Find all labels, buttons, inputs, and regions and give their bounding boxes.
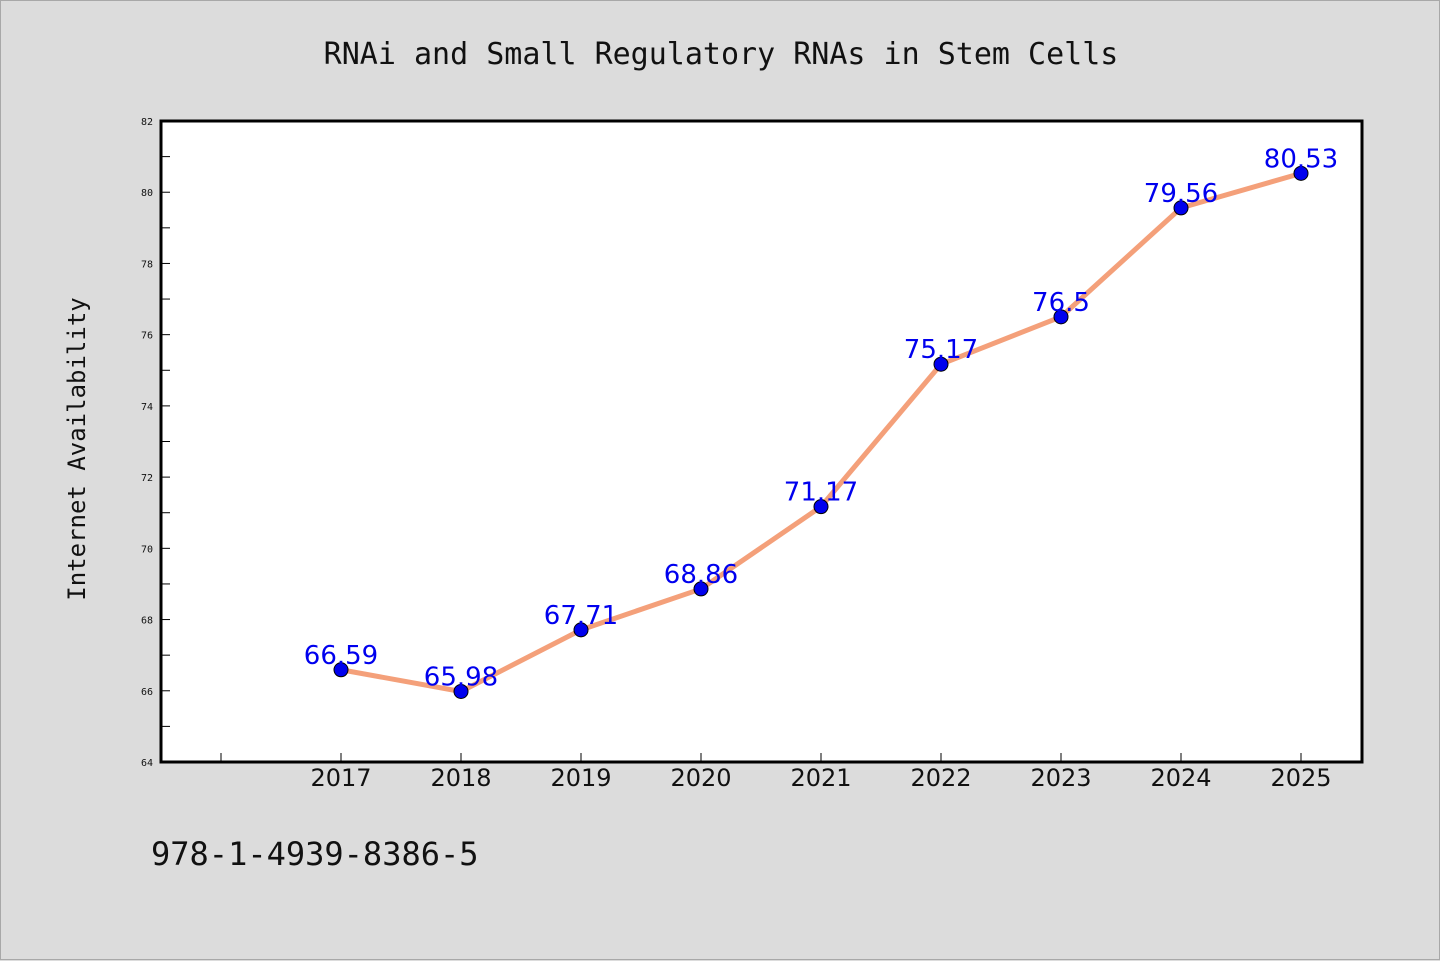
y-tick-label: 82	[141, 117, 153, 128]
data-point	[453, 683, 469, 699]
y-tick-label: 74	[141, 402, 153, 413]
data-label: 75.17	[904, 335, 978, 365]
data-point	[1053, 309, 1069, 325]
data-label: 65.98	[424, 662, 498, 692]
data-label: 79.56	[1144, 179, 1218, 209]
x-tick-label: 2021	[790, 764, 851, 792]
y-tick-label: 66	[141, 687, 153, 698]
footer-isbn: 978-1-4939-8386-5	[151, 835, 479, 873]
x-tick-label: 2020	[670, 764, 731, 792]
y-tick-label: 80	[141, 188, 153, 199]
x-tick-label: 2024	[1150, 764, 1211, 792]
data-labels-group: 66.59 65.98 67.71 68.86 71.17 75.17 76.5 79.56 8…	[304, 144, 1338, 692]
data-point	[1173, 200, 1189, 216]
y-tick-label: 70	[141, 544, 153, 555]
data-label: 67.71	[544, 601, 618, 631]
y-axis-label: Internet Availability	[63, 297, 91, 600]
x-tick-label: 2022	[910, 764, 971, 792]
data-point	[333, 662, 349, 678]
x-tick-label: 2018	[430, 764, 491, 792]
y-axis: 64 66 68 70 72 74 76 78 80 82	[141, 117, 170, 769]
data-point	[1293, 165, 1309, 181]
data-label: 71.17	[784, 478, 858, 508]
data-point	[573, 622, 589, 638]
x-tick-label: 2025	[1270, 764, 1331, 792]
data-point	[693, 581, 709, 597]
data-point	[933, 356, 949, 372]
x-axis: 2017 2018 2019 2020 2021 2022 2023 2024 2025	[220, 753, 1332, 792]
chart-title: RNAi and Small Regulatory RNAs in Stem C…	[324, 37, 1119, 72]
x-tick-label: 2019	[550, 764, 611, 792]
y-tick-label: 72	[141, 473, 153, 484]
y-tick-label: 68	[141, 616, 153, 627]
series-line-group	[333, 165, 1309, 699]
data-label: 66.59	[304, 641, 378, 671]
data-point	[813, 499, 829, 515]
y-tick-label: 78	[141, 259, 153, 270]
data-label: 68.86	[664, 560, 738, 590]
x-tick-label: 2017	[310, 764, 371, 792]
y-tick-label: 76	[141, 331, 153, 342]
data-label: 76.5	[1032, 288, 1090, 318]
y-tick-label: 64	[141, 758, 153, 769]
data-label: 80.53	[1264, 144, 1338, 174]
x-tick-label: 2023	[1030, 764, 1091, 792]
